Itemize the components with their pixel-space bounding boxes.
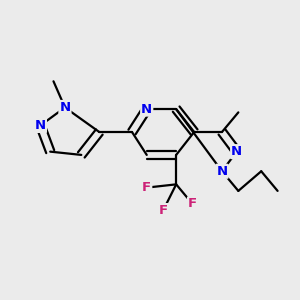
Text: N: N <box>35 119 46 132</box>
Text: N: N <box>216 165 227 178</box>
Text: N: N <box>231 145 242 158</box>
Text: F: F <box>158 204 168 217</box>
Text: F: F <box>142 181 151 194</box>
Text: N: N <box>59 101 70 114</box>
Text: N: N <box>141 103 152 116</box>
Text: F: F <box>188 197 197 211</box>
